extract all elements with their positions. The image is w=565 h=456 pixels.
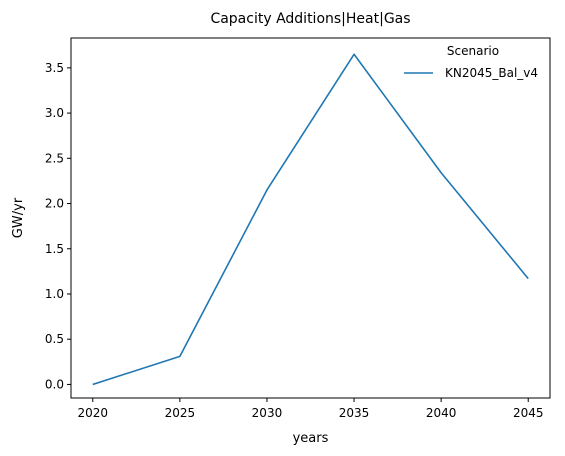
legend-entry-label: KN2045_Bal_v4	[445, 66, 538, 80]
x-axis-label: years	[293, 431, 329, 446]
x-tick-label: 2020	[77, 406, 108, 420]
y-axis-label: GW/yr	[11, 197, 26, 238]
series-layer	[92, 53, 529, 386]
x-axis: 2020 2025 2030 2035 2040 2045	[77, 398, 544, 420]
y-tick-label: 1.5	[45, 242, 64, 256]
y-tick-label: 2.0	[45, 197, 64, 211]
plot-frame	[70, 37, 551, 399]
y-tick-label: 3.0	[45, 106, 64, 120]
x-tick-label: 2025	[165, 406, 196, 420]
plot-area	[70, 37, 551, 399]
x-tick-label: 2035	[339, 406, 370, 420]
legend-title: Scenario	[447, 44, 499, 58]
y-tick-label: 0.5	[45, 332, 64, 346]
chart-title: Capacity Additions|Heat|Gas	[210, 11, 410, 27]
series-line	[92, 53, 529, 386]
y-tick-label: 3.5	[45, 61, 64, 75]
x-tick-label: 2030	[252, 406, 283, 420]
y-tick-label: 0.0	[45, 377, 64, 391]
x-tick-label: 2045	[513, 406, 544, 420]
y-tick-label: 1.0	[45, 287, 64, 301]
x-tick-label: 2040	[426, 406, 457, 420]
legend: Scenario KN2045_Bal_v4	[404, 44, 538, 80]
y-axis: 0.0 0.5 1.0 1.5 2.0 2.5 3.0 3.5	[45, 61, 71, 391]
y-tick-label: 2.5	[45, 151, 64, 165]
